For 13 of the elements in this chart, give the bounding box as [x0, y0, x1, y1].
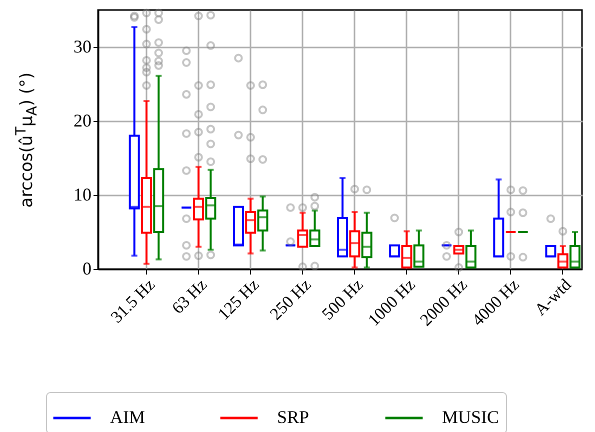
legend-label: AIM: [110, 407, 145, 427]
y-tick-label: 10: [74, 184, 92, 204]
legend-label: SRP: [277, 407, 310, 427]
y-tick-label: 0: [82, 258, 92, 278]
y-tick-label: 30: [74, 36, 92, 56]
x-tick-label: 63 Hz: [168, 274, 211, 318]
x-tick-label: 31.5 Hz: [107, 274, 159, 327]
x-tick-label: 250 Hz: [266, 274, 315, 324]
x-tick-label: 500 Hz: [318, 274, 368, 324]
y-tick-label: 20: [74, 110, 92, 130]
legend-label: MUSIC: [442, 407, 500, 427]
x-tick-label: 125 Hz: [214, 274, 263, 324]
x-tick-label: 4000 Hz: [468, 274, 524, 330]
